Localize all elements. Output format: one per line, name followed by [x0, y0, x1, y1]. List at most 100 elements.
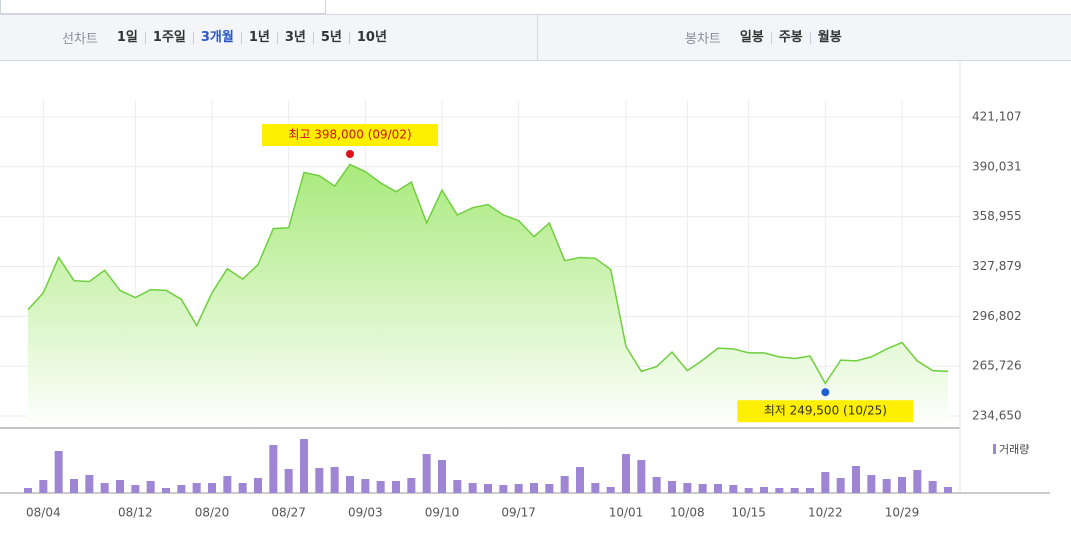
volume-bar — [361, 479, 370, 493]
y-tick-label: 265,726 — [972, 359, 1022, 373]
x-tick-label: 10/01 — [609, 506, 644, 520]
volume-bar — [54, 451, 63, 493]
volume-bar — [790, 488, 799, 493]
volume-bar — [683, 483, 692, 493]
line-chart-group: 선차트 1일 1주일 3개월 1년 3년 5년 10년 — [62, 15, 394, 60]
y-tick-label: 358,955 — [972, 209, 1022, 223]
volume-bar — [622, 454, 630, 493]
x-tick-label: 09/10 — [425, 506, 460, 520]
candle-tab[interactable]: 일봉 — [739, 29, 764, 45]
volume-bar — [637, 460, 646, 493]
price-line — [27, 163, 949, 385]
annotation-label: 최고 398,000 (09/02) — [288, 128, 411, 142]
toolbar: 선차트 1일 1주일 3개월 1년 3년 5년 10년 봉차트 일봉 주봉 월봉 — [0, 14, 1071, 61]
volume-bar — [882, 479, 891, 493]
volume-bar — [162, 488, 170, 493]
volume-bar — [867, 475, 876, 493]
candle-chart-group: 봉차트 일봉 주봉 월봉 — [685, 15, 849, 60]
x-tick-label: 10/08 — [670, 506, 705, 520]
volume-bar — [729, 485, 738, 493]
volume-bar — [514, 484, 523, 493]
volume-bar — [944, 487, 952, 493]
x-tick-label: 10/15 — [731, 506, 766, 520]
volume-bar — [545, 484, 554, 493]
annotation-label: 최저 249,500 (10/25) — [764, 404, 887, 418]
y-tick-label: 234,650 — [972, 409, 1022, 423]
candle-tab[interactable]: 월봉 — [809, 31, 849, 44]
volume-bar — [438, 460, 446, 493]
x-tick-label: 08/27 — [271, 506, 306, 520]
volume-bar — [668, 481, 676, 493]
volume-bar — [821, 472, 830, 493]
period-tab[interactable]: 5년 — [312, 31, 349, 44]
annotation-dot — [821, 388, 830, 397]
volume-bar — [484, 484, 492, 493]
volume-bar — [208, 483, 216, 493]
line-chart-label: 선차트 — [62, 32, 98, 47]
period-tab[interactable]: 3년 — [276, 31, 313, 44]
candle-chart-label: 봉차트 — [685, 32, 721, 47]
volume-bar — [836, 478, 845, 493]
top-box — [0, 0, 326, 14]
volume-bar — [315, 468, 324, 493]
volume-bar — [177, 485, 186, 493]
period-tab[interactable]: 1일 — [116, 29, 138, 45]
period-tab[interactable]: 1년 — [240, 31, 277, 44]
volume-bar — [652, 477, 661, 493]
volume-bar — [560, 476, 569, 493]
price-area — [28, 164, 948, 428]
volume-bar — [499, 485, 508, 493]
x-tick-label: 08/04 — [26, 506, 61, 520]
x-tick-label: 09/17 — [501, 506, 536, 520]
volume-bar — [530, 483, 538, 493]
volume-bar — [254, 478, 262, 493]
volume-bar — [392, 481, 400, 493]
x-tick-label: 10/22 — [808, 506, 843, 520]
volume-bar — [468, 483, 477, 493]
volume-bar — [330, 467, 339, 493]
volume-bar — [407, 478, 416, 493]
volume-bar — [269, 445, 278, 493]
volume-bar — [453, 480, 462, 493]
period-tab[interactable]: 1주일 — [144, 31, 193, 44]
x-tick-label: 09/03 — [348, 506, 383, 520]
x-tick-label: 08/20 — [195, 506, 230, 520]
volume-bar — [131, 485, 140, 493]
period-tab[interactable]: 10년 — [348, 31, 394, 44]
volume-bar — [898, 477, 906, 493]
volume-bar — [714, 484, 722, 493]
volume-bar — [146, 481, 155, 493]
volume-bar — [913, 470, 922, 493]
y-tick-label: 421,107 — [972, 109, 1022, 123]
volume-bar — [852, 466, 860, 493]
volume-bar — [192, 483, 201, 493]
legend-swatch — [993, 444, 996, 454]
volume-bar — [422, 454, 431, 493]
y-tick-label: 296,802 — [972, 309, 1022, 323]
volume-bar — [100, 483, 109, 493]
period-tab[interactable]: 3개월 — [192, 31, 241, 44]
volume-bar — [376, 481, 385, 493]
volume-bar — [760, 487, 768, 493]
volume-bar — [806, 488, 814, 493]
volume-bar — [576, 467, 584, 493]
x-tick-label: 10/29 — [885, 506, 920, 520]
candle-tab[interactable]: 주봉 — [770, 31, 810, 44]
volume-bar — [300, 439, 308, 493]
volume-bar — [591, 483, 600, 493]
volume-bar — [39, 480, 48, 493]
volume-bar — [744, 488, 753, 493]
x-tick-label: 08/12 — [118, 506, 153, 520]
volume-bar — [606, 487, 615, 493]
volume-bar — [24, 488, 32, 493]
y-tick-label: 390,031 — [972, 159, 1022, 173]
volume-bar — [346, 476, 354, 493]
volume-bar — [70, 479, 78, 493]
legend-label: 거래량 — [999, 443, 1029, 456]
y-tick-label: 327,879 — [972, 259, 1022, 273]
volume-bar — [928, 481, 937, 493]
annotation-box — [737, 400, 914, 423]
volume-bar — [223, 476, 232, 493]
